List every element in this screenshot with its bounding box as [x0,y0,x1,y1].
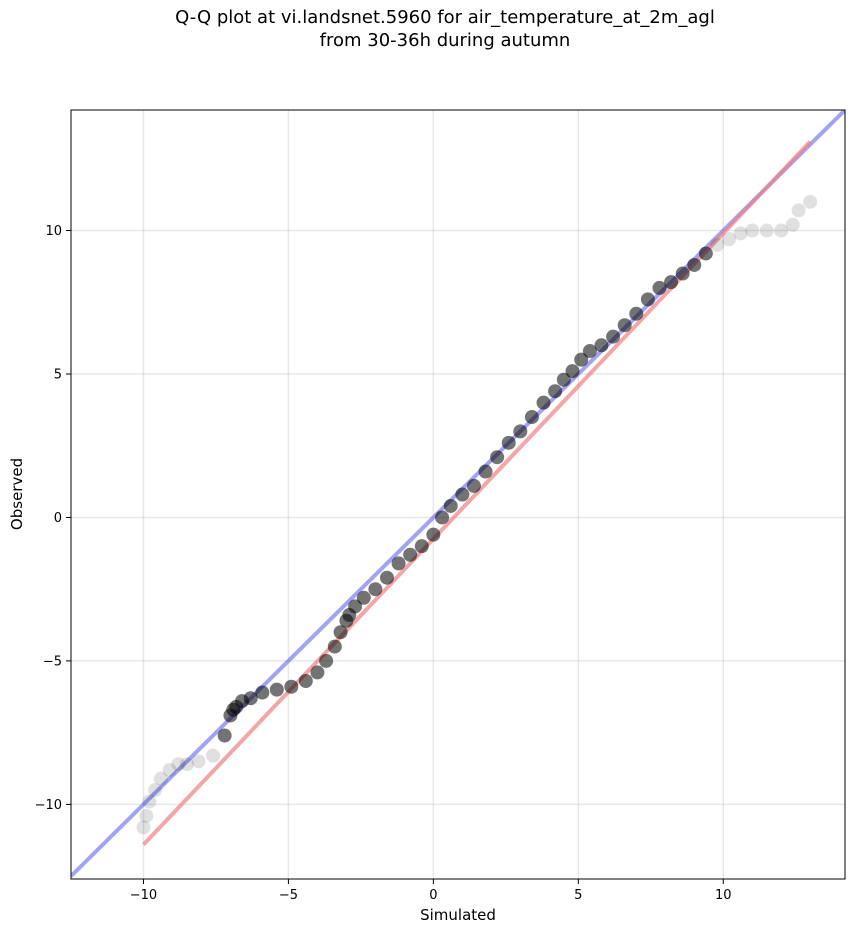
qq-point-49 [594,338,609,353]
qq-point-67 [803,194,818,209]
qq-point-40 [501,435,516,450]
qq-point-42 [524,410,539,425]
y-tick-label-2: 0 [54,511,62,526]
y-tick-label-3: 5 [54,367,62,382]
qq-point-31 [403,547,418,562]
qq-point-34 [435,510,450,525]
qq-point-39 [490,450,505,465]
x-tick-label-0: −10 [130,888,157,903]
qq-point-1 [139,808,154,823]
y-axis-ticks: −10 −5 0 5 10 [35,224,71,813]
qq-point-58 [698,246,713,261]
qq-point-23 [333,625,348,640]
x-axis-ticks: −10 −5 0 5 10 [130,879,732,903]
qq-point-22 [327,639,342,654]
qq-point-53 [640,292,655,307]
qq-point-29 [379,570,394,585]
x-tick-label-3: 5 [574,888,582,903]
qq-point-7 [179,757,194,772]
qq-point-52 [629,306,644,321]
qq-point-19 [298,674,313,689]
qq-point-50 [606,329,621,344]
qq-point-26 [348,599,363,614]
qq-point-61 [733,226,748,241]
quantile-points [136,194,818,835]
qq-point-0 [136,820,151,835]
qq-point-27 [356,590,371,605]
qq-point-6 [171,757,186,772]
chart-title: Q-Q plot at vi.landsnet.5960 for air_tem… [0,6,854,52]
qq-point-57 [687,257,702,272]
qq-point-30 [391,556,406,571]
chart-title-line-1: Q-Q plot at vi.landsnet.5960 for air_tem… [175,7,715,28]
qq-point-62 [745,223,760,238]
qq-point-15 [243,691,258,706]
qq-point-9 [206,748,221,763]
x-axis-label: Simulated [420,906,496,924]
y-tick-label-4: 10 [45,224,62,239]
y-axis-label: Observed [8,458,26,530]
qq-point-3 [148,783,163,798]
y-tick-label-0: −10 [35,798,62,813]
qq-point-36 [455,487,470,502]
chart-title-line-2: from 30-36h during autumn [319,30,571,51]
qq-point-66 [791,203,806,218]
qq-point-55 [664,275,679,290]
qq-point-47 [574,352,589,367]
qq-point-59 [710,237,725,252]
y-tick-label-1: −5 [43,654,62,669]
qq-point-38 [478,464,493,479]
qq-point-8 [191,754,206,769]
qq-point-44 [548,384,563,399]
x-tick-label-1: −5 [279,888,298,903]
plot-frame [70,109,846,880]
qq-point-64 [774,223,789,238]
qq-point-32 [414,539,429,554]
x-tick-label-4: 10 [715,888,732,903]
qq-point-33 [426,527,441,542]
qq-point-5 [162,762,177,777]
qq-point-10 [217,728,232,743]
qq-point-45 [556,372,571,387]
qq-point-4 [153,771,168,786]
x-tick-label-2: 0 [429,888,437,903]
qq-point-2 [142,794,157,809]
qq-point-16 [255,685,270,700]
qq-point-18 [284,679,299,694]
qq-point-63 [759,223,774,238]
qq-point-48 [582,344,597,359]
qq-point-43 [536,395,551,410]
qq-point-21 [319,653,334,668]
qq-point-51 [617,318,632,333]
qq-point-46 [565,364,580,379]
qq-point-56 [675,266,690,281]
qq-point-37 [466,478,481,493]
grid-lines [71,110,845,879]
qq-point-60 [722,232,737,247]
qq-point-20 [310,665,325,680]
qq-point-28 [368,582,383,597]
qq-point-41 [513,424,528,439]
qq-point-35 [443,498,458,513]
qq-point-54 [652,280,667,295]
qq-point-65 [785,217,800,232]
qq-point-17 [269,682,284,697]
fit-line [142,140,812,846]
fit-line-layer [142,140,812,846]
